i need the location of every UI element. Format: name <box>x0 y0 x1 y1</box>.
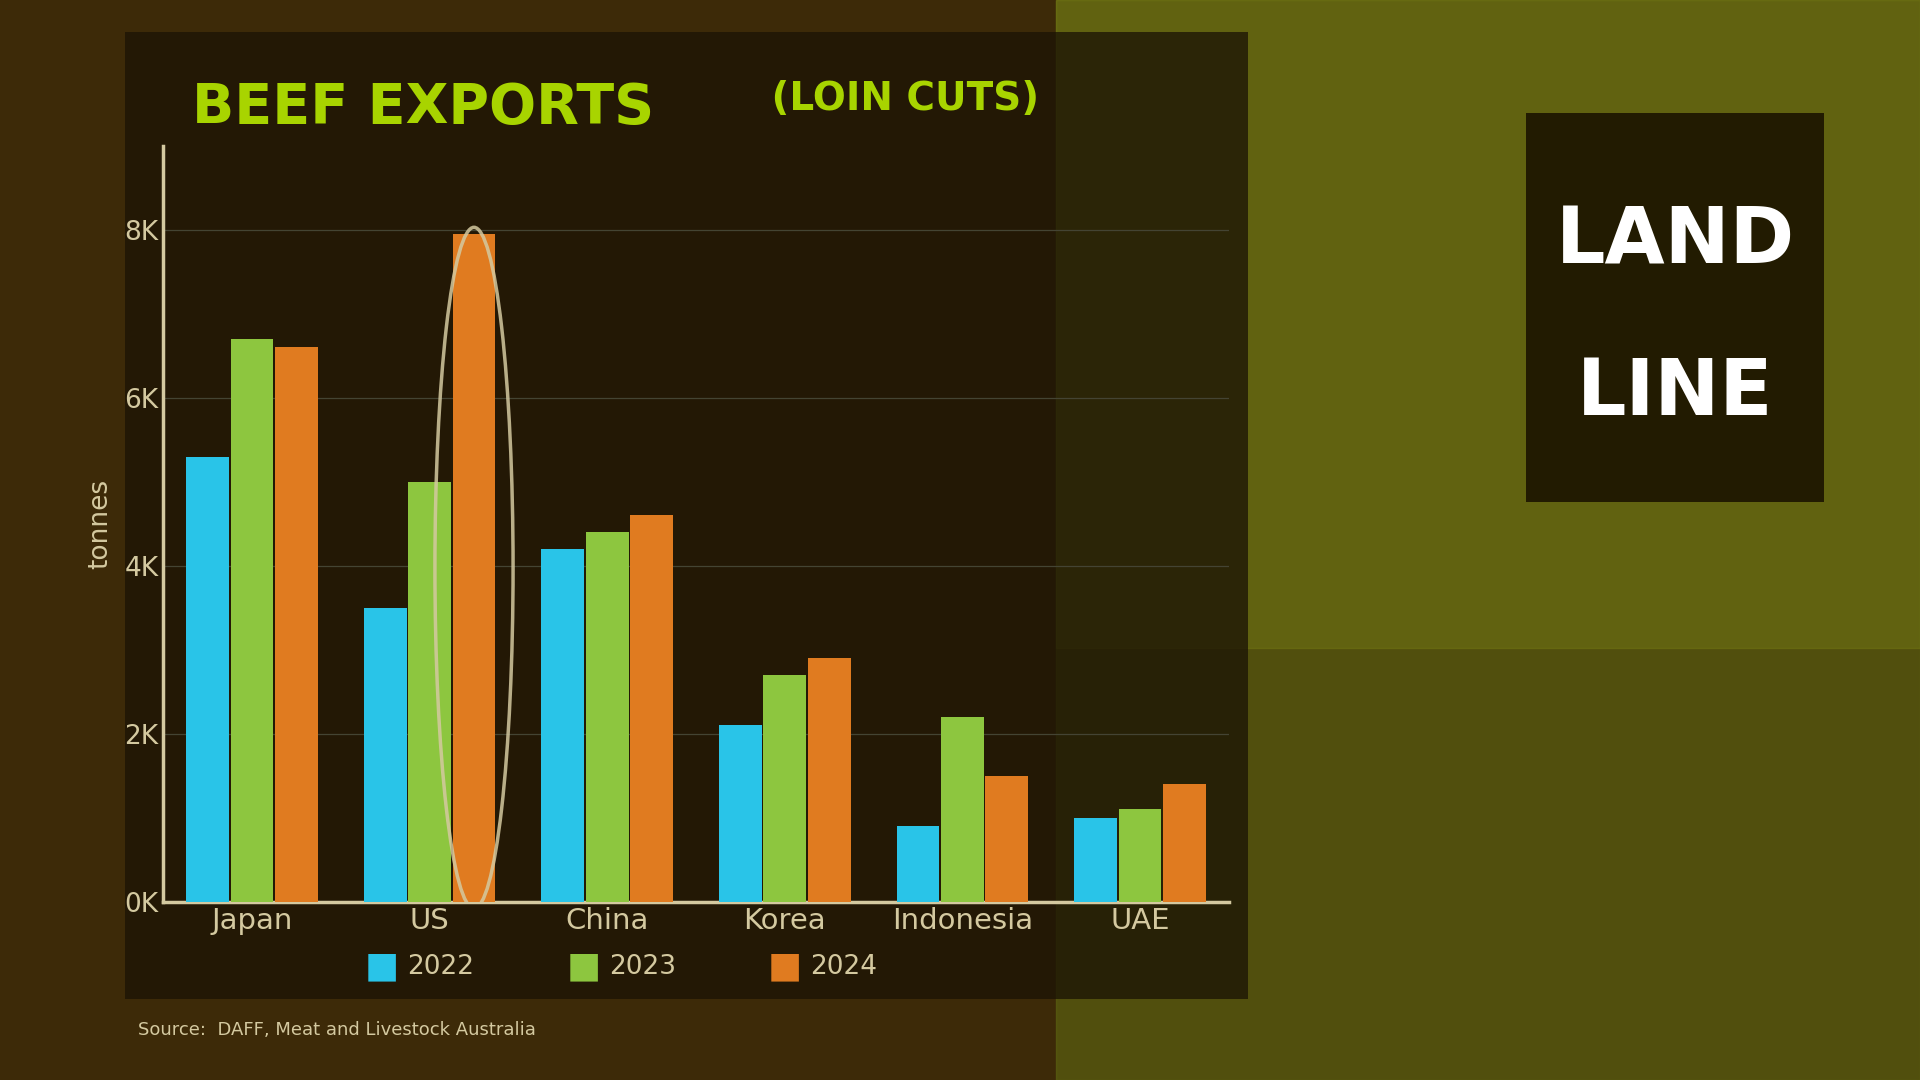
Bar <box>1056 0 1920 648</box>
Text: BEEF EXPORTS: BEEF EXPORTS <box>192 81 655 135</box>
Bar <box>1164 784 1206 902</box>
Text: ■: ■ <box>768 949 803 984</box>
Bar <box>985 775 1027 902</box>
Text: 2024: 2024 <box>810 954 877 980</box>
Text: ■: ■ <box>566 949 601 984</box>
Bar <box>808 658 851 902</box>
Bar <box>1056 0 1920 1080</box>
Text: 2023: 2023 <box>609 954 676 980</box>
Bar <box>720 726 762 902</box>
Text: 2022: 2022 <box>407 954 474 980</box>
Text: LINE: LINE <box>1576 355 1774 431</box>
Bar <box>1075 818 1117 902</box>
Bar <box>541 549 584 902</box>
Text: LAND: LAND <box>1555 204 1795 280</box>
Bar <box>586 532 628 902</box>
Bar <box>1119 809 1162 902</box>
Bar <box>365 608 407 902</box>
Bar <box>230 339 273 902</box>
Bar <box>186 457 228 902</box>
Y-axis label: tonnes: tonnes <box>86 478 113 569</box>
Bar <box>409 482 451 902</box>
Bar <box>630 515 672 902</box>
Bar <box>764 675 806 902</box>
Text: ■: ■ <box>365 949 399 984</box>
Bar <box>453 234 495 902</box>
Text: Source:  DAFF, Meat and Livestock Australia: Source: DAFF, Meat and Livestock Austral… <box>138 1021 536 1039</box>
Text: (LOIN CUTS): (LOIN CUTS) <box>758 80 1039 118</box>
Bar <box>941 717 983 902</box>
Bar <box>897 826 939 902</box>
Bar <box>275 348 317 902</box>
